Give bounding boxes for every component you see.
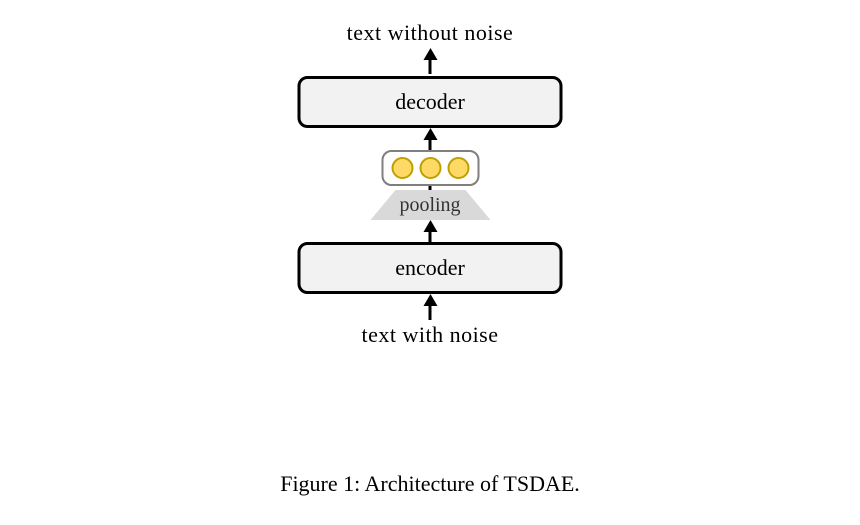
embedding-circle bbox=[447, 157, 469, 179]
arrow-input-to-encoder bbox=[423, 294, 437, 320]
decoder-label: decoder bbox=[395, 89, 465, 115]
encoder-label: encoder bbox=[395, 255, 465, 281]
pooling-label: pooling bbox=[399, 194, 460, 217]
input-text-label: text with noise bbox=[361, 322, 498, 348]
encoder-block: encoder bbox=[298, 242, 563, 294]
tsdae-architecture-diagram: text without noise decoder pooling encod… bbox=[298, 20, 563, 348]
output-text-label: text without noise bbox=[347, 20, 514, 46]
decoder-block: decoder bbox=[298, 76, 563, 128]
arrow-embedding-to-decoder bbox=[423, 128, 437, 150]
embedding-circle bbox=[419, 157, 441, 179]
arrow-encoder-to-pooling bbox=[423, 220, 437, 242]
arrow-decoder-to-output bbox=[423, 48, 437, 74]
figure-caption: Figure 1: Architecture of TSDAE. bbox=[280, 471, 580, 497]
embedding-circle bbox=[391, 157, 413, 179]
embedding-vector-box bbox=[381, 150, 479, 186]
pooling-block: pooling bbox=[370, 190, 490, 220]
